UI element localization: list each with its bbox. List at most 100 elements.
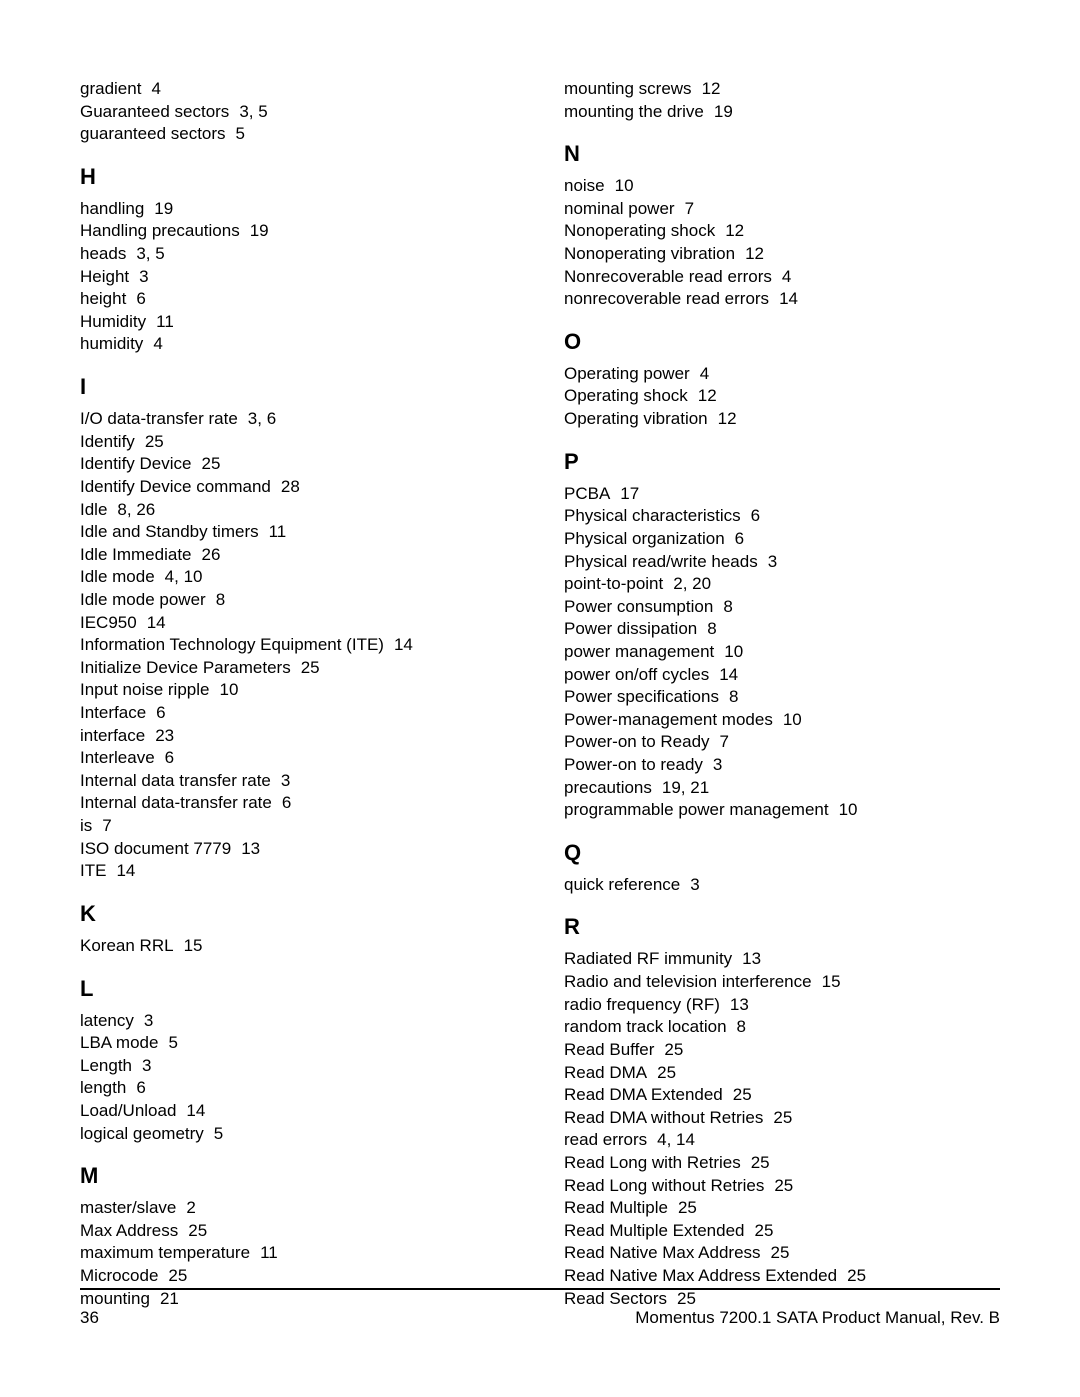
index-entry: Internal data transfer rate3	[80, 770, 516, 793]
index-entry: Internal data-transfer rate6	[80, 792, 516, 815]
index-letter-heading: I	[80, 374, 516, 400]
index-entry-pages: 3	[713, 755, 722, 774]
index-entry: Identify Device command28	[80, 476, 516, 499]
index-entry-term: Operating vibration	[564, 409, 708, 428]
index-entry: I/O data-transfer rate3, 6	[80, 408, 516, 431]
index-entry: humidity4	[80, 333, 516, 356]
index-letter-heading: L	[80, 976, 516, 1002]
index-entry: Idle and Standby timers11	[80, 521, 516, 544]
index-entry-term: Read Buffer	[564, 1040, 654, 1059]
index-entry-term: Nonrecoverable read errors	[564, 267, 772, 286]
index-entry: guaranteed sectors5	[80, 123, 516, 146]
index-entry-term: IEC950	[80, 613, 137, 632]
index-entry: Initialize Device Parameters25	[80, 657, 516, 680]
index-entry-term: interface	[80, 726, 145, 745]
index-entry-pages: 4, 10	[165, 567, 203, 586]
index-entry-pages: 6	[735, 529, 744, 548]
index-entry-pages: 15	[184, 936, 203, 955]
index-entry-term: precautions	[564, 778, 652, 797]
index-entry-pages: 10	[839, 800, 858, 819]
index-entry-pages: 3	[142, 1056, 151, 1075]
index-entry-pages: 12	[718, 409, 737, 428]
index-entry: read errors4, 14	[564, 1129, 1000, 1152]
index-entry-term: Operating power	[564, 364, 690, 383]
index-entry-pages: 6	[136, 289, 145, 308]
index-entry-term: PCBA	[564, 484, 610, 503]
index-entry-pages: 25	[168, 1266, 187, 1285]
index-entry: heads3, 5	[80, 243, 516, 266]
index-entry-term: Identify Device	[80, 454, 192, 473]
index-entry-term: Idle Immediate	[80, 545, 192, 564]
index-entry-term: Power consumption	[564, 597, 713, 616]
index-entry-pages: 7	[720, 732, 729, 751]
index-letter-heading: O	[564, 329, 1000, 355]
index-entry-pages: 6	[165, 748, 174, 767]
index-entry-term: LBA mode	[80, 1033, 158, 1052]
index-entry: Identify25	[80, 431, 516, 454]
index-entry: Radio and television interference15	[564, 971, 1000, 994]
index-entry-pages: 25	[202, 454, 221, 473]
index-entry-term: master/slave	[80, 1198, 176, 1217]
index-entry-term: logical geometry	[80, 1124, 204, 1143]
index-entry: Height3	[80, 266, 516, 289]
index-entry-pages: 19	[714, 102, 733, 121]
index-entry-term: Operating shock	[564, 386, 688, 405]
index-entry-term: Max Address	[80, 1221, 178, 1240]
index-entry: Idle8, 26	[80, 499, 516, 522]
index-entry-pages: 25	[847, 1266, 866, 1285]
index-entry-pages: 17	[620, 484, 639, 503]
index-entry-term: Read Long with Retries	[564, 1153, 741, 1172]
index-entry-pages: 8	[216, 590, 225, 609]
index-entry-term: Read Multiple Extended	[564, 1221, 745, 1240]
index-entry: Power-on to Ready7	[564, 731, 1000, 754]
index-letter-heading: M	[80, 1163, 516, 1189]
index-entry-term: Handling precautions	[80, 221, 240, 240]
index-entry-term: humidity	[80, 334, 143, 353]
footer-line: 36 Momentus 7200.1 SATA Product Manual, …	[80, 1308, 1000, 1328]
index-entry: Max Address25	[80, 1220, 516, 1243]
index-entry: nominal power7	[564, 198, 1000, 221]
index-entry: PCBA 17	[564, 483, 1000, 506]
index-entry: Read Buffer25	[564, 1039, 1000, 1062]
footer-rule	[80, 1288, 1000, 1290]
index-entry-pages: 13	[742, 949, 761, 968]
index-entry-term: maximum temperature	[80, 1243, 250, 1262]
index-entry-pages: 14	[394, 635, 413, 654]
index-entry-pages: 6	[751, 506, 760, 525]
index-entry: ITE14	[80, 860, 516, 883]
index-entry-term: handling	[80, 199, 144, 218]
index-entry-pages: 10	[783, 710, 802, 729]
index-entry-pages: 25	[733, 1085, 752, 1104]
index-entry: Idle mode power8	[80, 589, 516, 612]
index-entry: Power consumption8	[564, 596, 1000, 619]
index-entry-term: power management	[564, 642, 714, 661]
index-entry-term: Humidity	[80, 312, 146, 331]
index-entry-pages: 25	[755, 1221, 774, 1240]
index-page: gradient4Guaranteed sectors3, 5guarantee…	[80, 78, 1000, 1310]
index-entry-pages: 25	[773, 1108, 792, 1127]
index-entry-term: power on/off cycles	[564, 665, 709, 684]
index-entry: ISO document 777913	[80, 838, 516, 861]
index-entry-term: noise	[564, 176, 605, 195]
index-entry-term: is	[80, 816, 92, 835]
index-entry: mounting the drive 19	[564, 101, 1000, 124]
index-entry: Handling precautions19	[80, 220, 516, 243]
index-entry-term: Guaranteed sectors	[80, 102, 229, 121]
index-entry-term: Length	[80, 1056, 132, 1075]
index-entry-term: gradient	[80, 79, 141, 98]
index-letter-heading: P	[564, 449, 1000, 475]
footer-title: Momentus 7200.1 SATA Product Manual, Rev…	[635, 1308, 1000, 1328]
index-entry-term: Information Technology Equipment (ITE)	[80, 635, 384, 654]
index-entry-pages: 5	[214, 1124, 223, 1143]
index-entry-pages: 25	[751, 1153, 770, 1172]
index-entry: Power-on to ready3	[564, 754, 1000, 777]
index-entry-term: Input noise ripple	[80, 680, 209, 699]
index-entry-pages: 25	[678, 1198, 697, 1217]
index-entry-term: Identify	[80, 432, 135, 451]
index-entry: Humidity11	[80, 311, 516, 334]
index-entry-pages: 23	[155, 726, 174, 745]
index-entry-pages: 13	[730, 995, 749, 1014]
index-entry-pages: 3, 6	[248, 409, 276, 428]
index-entry-term: mounting the drive	[564, 102, 704, 121]
index-entry-term: Internal data-transfer rate	[80, 793, 272, 812]
